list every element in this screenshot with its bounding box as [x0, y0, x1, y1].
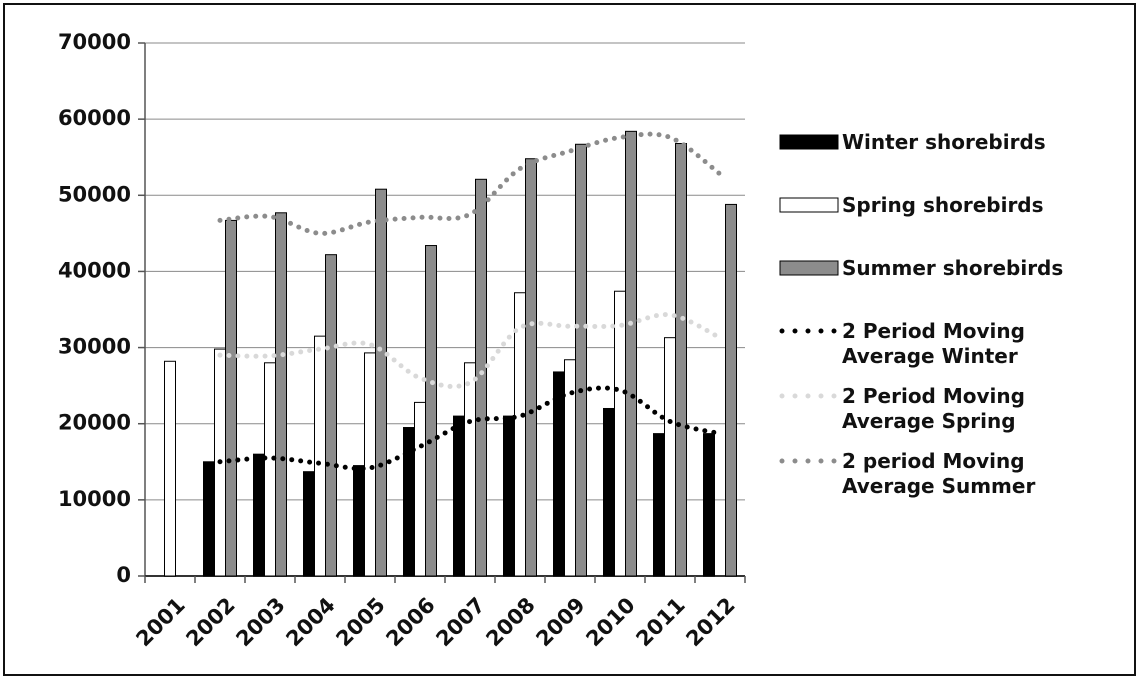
- legend: Winter shorebirds Spring shorebirds Summer…: [778, 130, 1078, 514]
- x-tick-label: 2010: [581, 593, 639, 651]
- bar: [364, 352, 376, 577]
- bar: [514, 292, 526, 577]
- y-tick-label: 20000: [58, 411, 131, 435]
- x-tick-label: 2002: [181, 593, 239, 651]
- legend-bar-swatch: [779, 134, 839, 150]
- moving-average-line: [217, 385, 723, 472]
- x-tick-label: 2003: [231, 593, 289, 651]
- bar: [275, 212, 287, 577]
- y-tick-label: 10000: [58, 487, 131, 511]
- bar: [675, 143, 687, 577]
- legend-swatch-icon: [779, 393, 839, 399]
- x-tick-label: 2008: [481, 593, 539, 651]
- bar: [653, 433, 665, 577]
- bar: [464, 362, 476, 577]
- x-tick-label: 2011: [631, 593, 689, 651]
- bar: [353, 465, 365, 577]
- legend-item: Spring shorebirds: [778, 193, 1078, 218]
- bar: [253, 453, 265, 577]
- legend-swatch-icon: [779, 328, 839, 334]
- x-tick-label: 2005: [331, 593, 389, 651]
- bar: [203, 461, 215, 577]
- x-tick-label: 2001: [131, 593, 189, 651]
- y-tick-label: 70000: [58, 30, 131, 54]
- legend-item: 2 period Moving Average Summer: [778, 449, 1078, 499]
- bar: [503, 415, 515, 577]
- x-tick-label: 2004: [281, 593, 339, 651]
- bar: [264, 362, 276, 577]
- legend-swatch-icon: [779, 260, 839, 276]
- x-tick-label: 2012: [681, 593, 739, 651]
- moving-average-line: [217, 131, 723, 236]
- legend-label: 2 Period Moving Average Winter: [842, 319, 1025, 368]
- legend-swatch: [778, 449, 842, 473]
- bar: [314, 335, 326, 577]
- y-tick-label: 0: [116, 563, 131, 587]
- bar: [703, 433, 715, 577]
- legend-label: Spring shorebirds: [842, 193, 1044, 217]
- bar: [614, 290, 626, 577]
- y-tick-label: 30000: [58, 335, 131, 359]
- legend-swatch-icon: [779, 458, 839, 464]
- x-tick-label: 2006: [381, 593, 439, 651]
- legend-label: 2 period Moving Average Summer: [842, 449, 1036, 498]
- bar: [375, 188, 387, 577]
- y-tick-label: 60000: [58, 106, 131, 130]
- bar: [664, 337, 676, 577]
- legend-swatch: [778, 256, 842, 280]
- bar: [453, 415, 465, 577]
- legend-item: 2 Period Moving Average Winter: [778, 319, 1078, 369]
- legend-swatch: [778, 130, 842, 154]
- legend-item: Winter shorebirds: [778, 130, 1078, 155]
- legend-swatch-icon: [779, 197, 839, 213]
- legend-swatch: [778, 319, 842, 343]
- legend-bar-swatch: [779, 197, 839, 213]
- bar: [525, 158, 537, 577]
- bar: [414, 401, 426, 577]
- bar: [325, 254, 337, 577]
- legend-label: 2 Period Moving Average Spring: [842, 384, 1025, 433]
- legend-swatch: [778, 384, 842, 408]
- bar: [225, 219, 237, 577]
- legend-label: Summer shorebirds: [842, 256, 1064, 280]
- x-tick-label: 2009: [531, 593, 589, 651]
- legend-label: Winter shorebirds: [842, 130, 1046, 154]
- bar: [625, 130, 637, 577]
- bar: [164, 360, 176, 577]
- bar: [553, 371, 565, 577]
- bar: [575, 143, 587, 577]
- y-tick-label: 40000: [58, 258, 131, 282]
- bar: [425, 245, 437, 577]
- legend-bar-swatch: [779, 260, 839, 276]
- y-tick-label: 50000: [58, 182, 131, 206]
- x-tick-label: 2007: [431, 593, 489, 651]
- bar: [603, 407, 615, 577]
- legend-swatch-icon: [779, 134, 839, 150]
- bar: [725, 203, 737, 577]
- legend-swatch: [778, 193, 842, 217]
- legend-item: 2 Period Moving Average Spring: [778, 384, 1078, 434]
- bar: [303, 471, 315, 577]
- legend-item: Summer shorebirds: [778, 256, 1078, 281]
